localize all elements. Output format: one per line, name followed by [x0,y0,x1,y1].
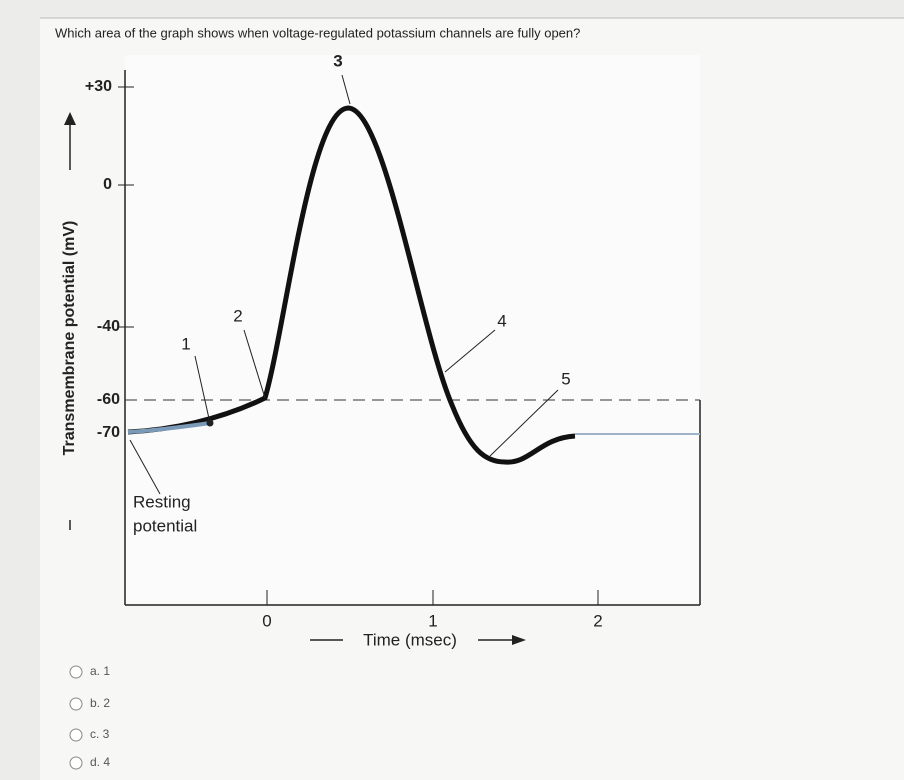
option-label[interactable]: a. 1 [90,664,110,678]
marker-label: 4 [497,311,506,330]
marker-label: 5 [561,369,570,388]
option-label[interactable]: b. 2 [90,696,110,710]
y-tick-label: +30 [85,78,112,95]
pointer-2 [243,329,266,399]
x-axis-label: Time (msec) [363,630,457,649]
resting-segment [127,421,211,434]
y-tick-label: 0 [103,176,112,193]
y-axis-label: Transmembrane potential (mV) [61,221,78,456]
pointer-resting [129,439,161,495]
pointer-3 [341,74,351,105]
radio-button[interactable] [69,756,83,770]
marker-label: 1 [181,334,190,353]
x-tick-label: 1 [428,611,437,630]
graph-area [125,55,700,605]
option-label[interactable]: c. 3 [90,727,110,741]
option-label[interactable]: d. 4 [90,755,110,769]
radio-button[interactable] [69,728,83,742]
x-tick-label: 0 [262,611,271,630]
y-tick-label: -40 [97,318,120,335]
pointer-4 [444,329,496,373]
answer-options: a. 1 b. 2 c. 3 d. 4 [69,664,110,770]
y-tick-label: -70 [97,424,120,441]
action-potential-curve [127,105,576,465]
y-tick-label: -60 [97,391,120,408]
graph [64,55,701,645]
question-text: Which area of the graph shows when volta… [55,25,580,40]
pointer-5 [489,389,559,457]
radio-button[interactable] [69,665,83,679]
pointer-1 [194,355,211,424]
marker-label: 3 [333,51,342,70]
marker-label: 2 [233,306,242,325]
pointer-dot [206,419,214,427]
arrow-head [64,112,76,125]
arrow-head [512,635,526,645]
resting-label: potential [133,516,197,535]
x-tick-label: 2 [593,611,602,630]
radio-button[interactable] [69,697,83,711]
resting-label: Resting [133,492,191,511]
